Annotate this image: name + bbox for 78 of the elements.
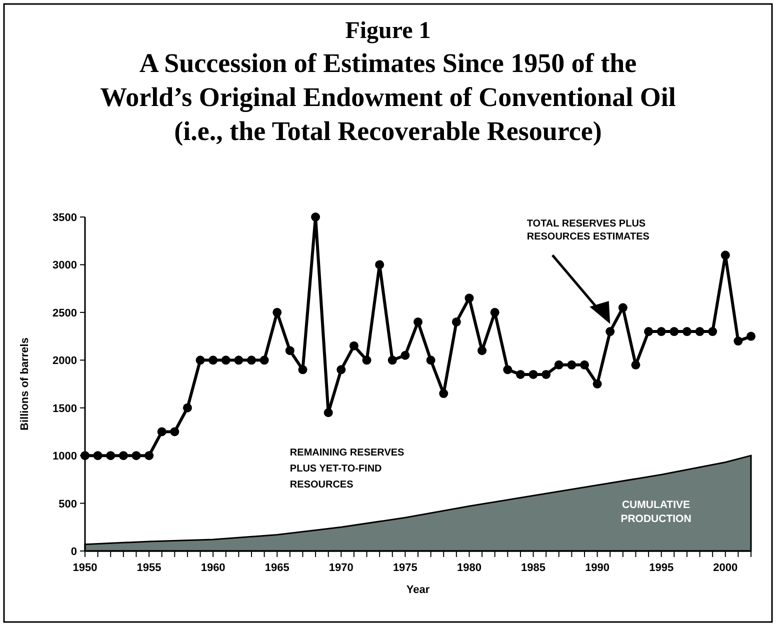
x-axis-title: Year (406, 584, 430, 596)
point (490, 308, 500, 317)
point (592, 380, 602, 388)
point (298, 365, 308, 374)
point (682, 327, 692, 336)
point (542, 370, 551, 379)
point (618, 303, 628, 312)
y-tick-label: 1000 (52, 450, 77, 463)
point (554, 360, 564, 370)
annotation: REMAINING RESERVES PLUS YET-TO-FIND RESOURCES (290, 448, 405, 491)
x-tick-label: 1970 (328, 562, 354, 574)
point (106, 451, 116, 460)
series-label: CUMULATIVE PRODUCTION (620, 499, 692, 526)
point (695, 327, 704, 336)
x-tick-label: 1985 (521, 562, 546, 574)
point (132, 451, 141, 460)
point (336, 365, 346, 374)
point (452, 317, 461, 326)
point (375, 260, 384, 270)
point (170, 427, 180, 436)
x-tick-label: 1975 (392, 562, 418, 574)
point (196, 356, 205, 365)
point (182, 403, 192, 412)
point (414, 317, 422, 326)
point (426, 356, 436, 365)
point (349, 341, 358, 350)
x-tick-label: 2000 (713, 562, 738, 574)
y-tick-label: 2000 (52, 355, 77, 368)
point (324, 408, 333, 418)
point (708, 327, 718, 336)
y-tick-label: 0 (70, 546, 77, 558)
y-axis-title: Billions of barrels (19, 338, 31, 430)
point (644, 327, 654, 336)
point (631, 360, 640, 370)
point (746, 332, 756, 341)
point (464, 294, 474, 303)
x-tick-label: 1955 (136, 562, 162, 574)
point (247, 356, 256, 365)
point (580, 360, 589, 370)
x-tick-label: 1965 (264, 562, 290, 574)
point (516, 370, 525, 379)
y-tick-label: 3000 (52, 260, 77, 272)
x-tick-label: 1950 (72, 562, 98, 574)
point (478, 346, 487, 356)
point (144, 451, 154, 460)
point (157, 427, 166, 436)
point (439, 389, 448, 398)
point (720, 250, 730, 260)
point (311, 212, 320, 222)
point (260, 356, 269, 365)
point (503, 365, 512, 374)
point (208, 356, 218, 365)
point (400, 350, 410, 360)
y-tick-label: 3500 (52, 212, 77, 224)
y-tick-label: 500 (58, 498, 77, 510)
x-tick-label: 1995 (649, 562, 674, 574)
point (221, 356, 230, 365)
point (606, 327, 615, 336)
x-tick-label: 1960 (200, 562, 226, 574)
point (234, 356, 244, 365)
point (656, 327, 666, 336)
point (734, 336, 743, 346)
y-tick-label: 1500 (52, 402, 77, 415)
point (388, 356, 397, 365)
point (567, 360, 576, 370)
annotation: TOTAL RESERVES PLUS RESOURCES ESTIMATES (526, 218, 650, 243)
point (272, 308, 282, 317)
x-tick-label: 1990 (585, 562, 610, 574)
y-tick-label: 2500 (52, 307, 77, 320)
point (528, 370, 538, 379)
point (285, 346, 294, 356)
point (93, 451, 102, 460)
chart-subtitle: A Succession of Estimates Since 1950 of the World’s Original Endowment of Conventional Oil (i.e., the Total Recoverable Resource) (100, 48, 676, 146)
point (362, 356, 372, 365)
x-tick-label: 1980 (456, 562, 482, 574)
chart-title: Figure 1 (345, 18, 431, 44)
point (118, 451, 128, 460)
point (670, 327, 679, 336)
